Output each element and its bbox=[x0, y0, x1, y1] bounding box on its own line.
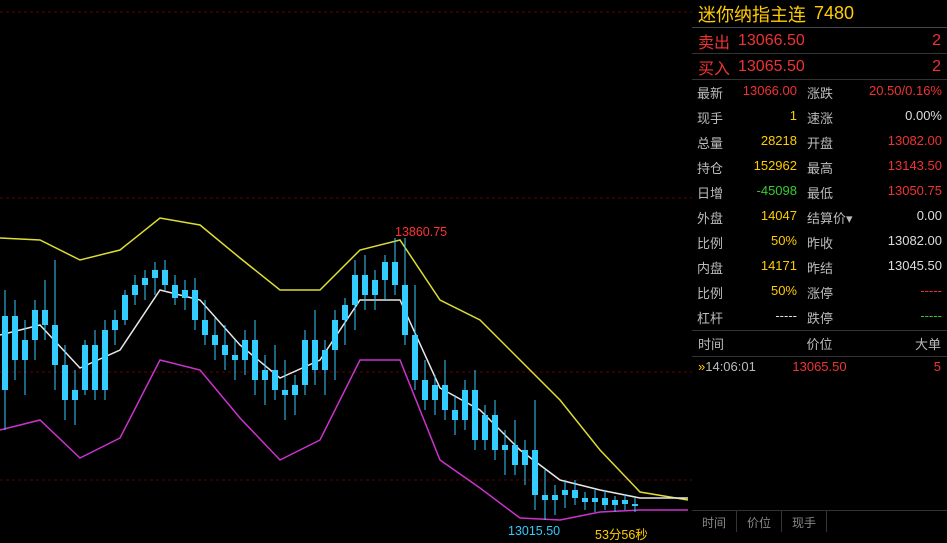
grid-value: 0.00% bbox=[850, 105, 947, 130]
grid-value: 28218 bbox=[732, 130, 802, 155]
instrument-title[interactable]: 迷你纳指主连 7480 bbox=[692, 0, 947, 28]
grid-label: 杠杆 bbox=[692, 305, 732, 330]
grid-label: 现手 bbox=[692, 105, 732, 130]
grid-value: 13066.00 bbox=[732, 80, 802, 105]
grid-label: 涨跌 bbox=[802, 80, 850, 105]
grid-label: 昨收 bbox=[802, 230, 850, 255]
candlestick-chart bbox=[0, 0, 692, 532]
bottom-tabs: 时间 价位 现手 bbox=[692, 510, 947, 532]
grid-value: 14171 bbox=[732, 255, 802, 280]
ticks-header-price: 价位 bbox=[779, 334, 860, 353]
bottom-tab[interactable]: 时间 bbox=[692, 511, 737, 532]
grid-value: 13143.50 bbox=[850, 155, 947, 180]
tick-row: »14:06:0113065.505 bbox=[692, 357, 947, 376]
grid-label: 比例 bbox=[692, 280, 732, 305]
grid-value: 13050.75 bbox=[850, 180, 947, 205]
grid-value: 152962 bbox=[732, 155, 802, 180]
bottom-tab[interactable]: 价位 bbox=[737, 511, 782, 532]
buy-label: 买入 bbox=[698, 55, 738, 79]
grid-value: ----- bbox=[732, 305, 802, 330]
grid-value: 13082.00 bbox=[850, 130, 947, 155]
buy-qty: 2 bbox=[891, 58, 941, 76]
ticks-header: 时间 价位 大单 bbox=[692, 331, 947, 357]
grid-value: 50% bbox=[732, 230, 802, 255]
ticks-header-qty: 大单 bbox=[860, 334, 941, 353]
sell-qty: 2 bbox=[891, 32, 941, 50]
grid-label: 跌停 bbox=[802, 305, 850, 330]
grid-value: -45098 bbox=[732, 180, 802, 205]
grid-label: 最新 bbox=[692, 80, 732, 105]
instrument-code: 7480 bbox=[814, 3, 854, 24]
buy-price: 13065.50 bbox=[738, 58, 891, 76]
grid-label: 昨结 bbox=[802, 255, 850, 280]
instrument-name: 迷你纳指主连 bbox=[698, 1, 806, 27]
grid-label: 涨停 bbox=[802, 280, 850, 305]
grid-label: 日增 bbox=[692, 180, 732, 205]
bottom-tab[interactable]: 现手 bbox=[782, 511, 827, 532]
grid-value: ----- bbox=[850, 305, 947, 330]
grid-label: 最低 bbox=[802, 180, 850, 205]
grid-label: 速涨 bbox=[802, 105, 850, 130]
grid-value: 13082.00 bbox=[850, 230, 947, 255]
grid-label: 开盘 bbox=[802, 130, 850, 155]
grid-label: 总量 bbox=[692, 130, 732, 155]
ticks-body: »14:06:0113065.505 bbox=[692, 357, 947, 376]
sell-price: 13066.50 bbox=[738, 32, 891, 50]
quote-panel: 迷你纳指主连 7480 卖出 13066.50 2 买入 13065.50 2 … bbox=[692, 0, 947, 532]
buy-quote-row[interactable]: 买入 13065.50 2 bbox=[692, 54, 947, 80]
grid-value: 14047 bbox=[732, 205, 802, 230]
grid-label: 结算价▾ bbox=[802, 205, 850, 230]
grid-value: 0.00 bbox=[850, 205, 947, 230]
ticks-header-time: 时间 bbox=[698, 334, 779, 353]
grid-value: 20.50/0.16% bbox=[850, 80, 947, 105]
data-grid: 最新13066.00涨跌20.50/0.16% 现手1速涨0.00% 总量28218… bbox=[692, 80, 947, 331]
grid-value: 1 bbox=[732, 105, 802, 130]
grid-value: 13045.50 bbox=[850, 255, 947, 280]
grid-label: 持仓 bbox=[692, 155, 732, 180]
grid-label: 外盘 bbox=[692, 205, 732, 230]
grid-value: 50% bbox=[732, 280, 802, 305]
sell-quote-row[interactable]: 卖出 13066.50 2 bbox=[692, 28, 947, 54]
grid-label: 最高 bbox=[802, 155, 850, 180]
grid-value: ----- bbox=[850, 280, 947, 305]
chart-area[interactable]: 13860.75 13015.50 53分56秒 bbox=[0, 0, 692, 532]
grid-label: 比例 bbox=[692, 230, 732, 255]
grid-label: 内盘 bbox=[692, 255, 732, 280]
sell-label: 卖出 bbox=[698, 29, 738, 53]
